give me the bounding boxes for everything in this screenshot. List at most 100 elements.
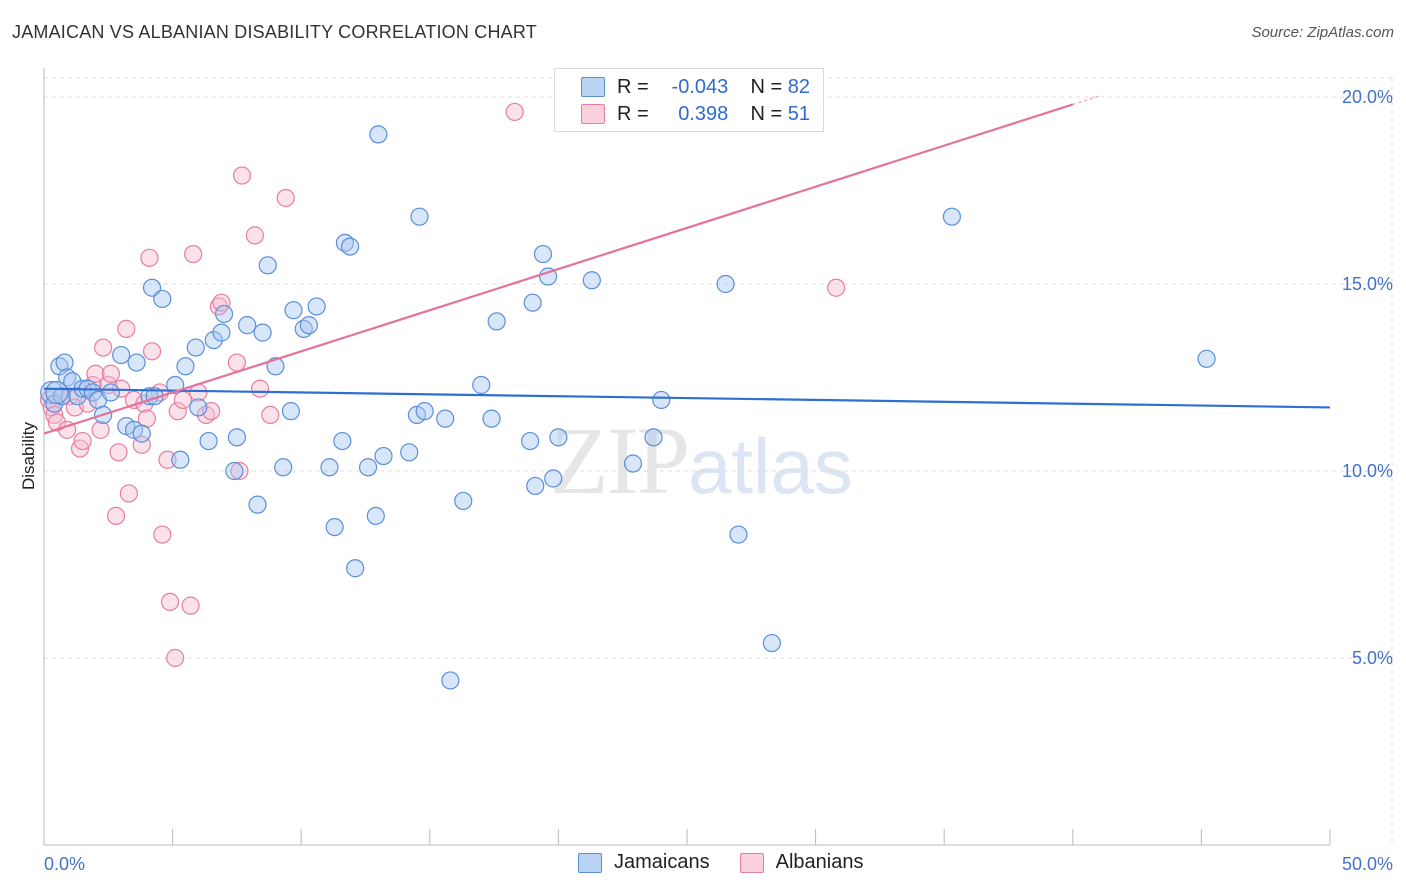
jamaican-point [521,431,540,451]
chart-title: JAMAICAN VS ALBANIAN DISABILITY CORRELAT… [12,22,537,42]
jamaican-point [248,495,267,514]
albanians-trend-line [43,103,1074,435]
legend-label-albanians: Albanians [775,851,864,873]
albanian-point [119,484,138,503]
jamaican-point [212,323,231,342]
jamaican-point [299,316,319,335]
x-tick-label-min: 0.0% [44,854,85,874]
jamaican-point [400,443,419,462]
jamaican-point [652,390,671,410]
jamaican-point [366,506,385,525]
jamaican-point [227,428,246,447]
source-label: Source: ZipAtlas.com [1251,24,1394,41]
jamaican-point [45,380,69,405]
trend-lines [43,95,1331,435]
jamaican-point [644,428,663,447]
legend-label-jamaicans: Jamaicans [614,851,710,873]
legend-item-jamaicans: Jamaicans [578,851,710,874]
albanian-point [232,166,252,185]
albanian-point [505,102,524,122]
jamaican-point [487,312,506,331]
albanian-point [140,248,159,267]
albanian-point [276,188,295,208]
jamaican-point [539,267,558,286]
legend-r-label: R = [617,102,649,125]
jamaican-point [472,375,491,395]
jamaican-point [716,274,735,294]
legend-row-jamaicans: R = -0.043 N = 82 [581,74,810,100]
legend-r-value: -0.043 [671,75,729,98]
jamaican-point [526,476,545,496]
jamaican-point [153,289,172,309]
legend-n-label: N = [750,102,783,125]
y-tick-label: 10.0% [1342,461,1393,481]
jamaican-point [582,271,601,290]
jamaicans-trend-line [43,387,1331,409]
correlation-legend: R = -0.043 N = 82 R = 0.398 N = 51 [554,68,824,132]
jamaican-point [55,353,74,372]
y-tick-label: 15.0% [1342,274,1393,294]
jamaican-point [127,353,146,372]
jamaican-point [369,125,388,144]
jamaican-point [171,450,190,469]
jamaican-point [549,428,568,447]
jamaican-point [358,458,378,477]
albanian-point [117,319,136,338]
legend-swatch-jamaicans [581,77,605,97]
albanian-point [106,506,126,525]
jamaican-point [112,345,131,365]
albanian-point [158,450,177,469]
jamaican-point [238,316,257,335]
jamaican-point [40,380,64,405]
jamaican-point [415,402,434,421]
watermark-atlas: atlas [688,422,853,510]
albanians-points [40,102,846,668]
albanian-point [261,405,280,424]
jamaican-point [325,517,344,537]
albanian-point [227,353,246,372]
legend-n-value: 51 [787,102,810,125]
jamaican-point [523,293,542,312]
albanian-point [109,443,128,462]
jamaican-point [204,331,223,350]
jamaican-point [199,431,218,451]
jamaican-point [225,461,244,481]
jamaican-point [189,398,208,417]
jamaican-point [374,446,393,466]
jamaican-point [346,559,365,578]
jamaican-point [132,424,151,443]
albanian-point [91,420,110,439]
albanian-point [245,226,265,245]
legend-row-albanians: R = 0.398 N = 51 [581,101,810,127]
albanian-point [168,402,187,421]
jamaican-point [623,454,643,473]
y-axis-title: Disability [19,421,38,490]
x-tick-label-max: 50.0% [1342,854,1393,874]
jamaican-point [729,525,748,544]
albanian-point [184,244,203,264]
jamaican-point [176,357,195,376]
albanian-point [142,342,162,361]
jamaican-point [307,297,326,316]
jamaican-point [258,256,277,275]
legend-r-label: R = [617,75,649,98]
legend-swatch-jamaicans [578,852,602,873]
albanian-point [73,431,92,451]
jamaican-point [333,431,352,451]
axis-labels: 5.0% 10.0% 15.0% 20.0% 0.0% 50.0% Disability [19,87,1393,874]
y-tick-label: 5.0% [1352,648,1393,668]
jamaican-point [533,244,553,264]
series-legend: Jamaicans Albanians [578,851,893,874]
watermark: ZIPatlas [550,405,853,516]
jamaican-point [441,671,460,690]
jamaican-point [320,458,339,477]
legend-swatch-albanians [739,852,764,873]
albanians-trend-extension [1072,95,1099,106]
albanian-point [173,390,192,410]
legend-item-albanians: Albanians [739,851,864,874]
albanian-point [181,596,200,615]
albanian-point [212,293,231,312]
jamaican-point [454,491,473,511]
jamaican-point [52,387,72,406]
albanian-point [250,379,270,398]
